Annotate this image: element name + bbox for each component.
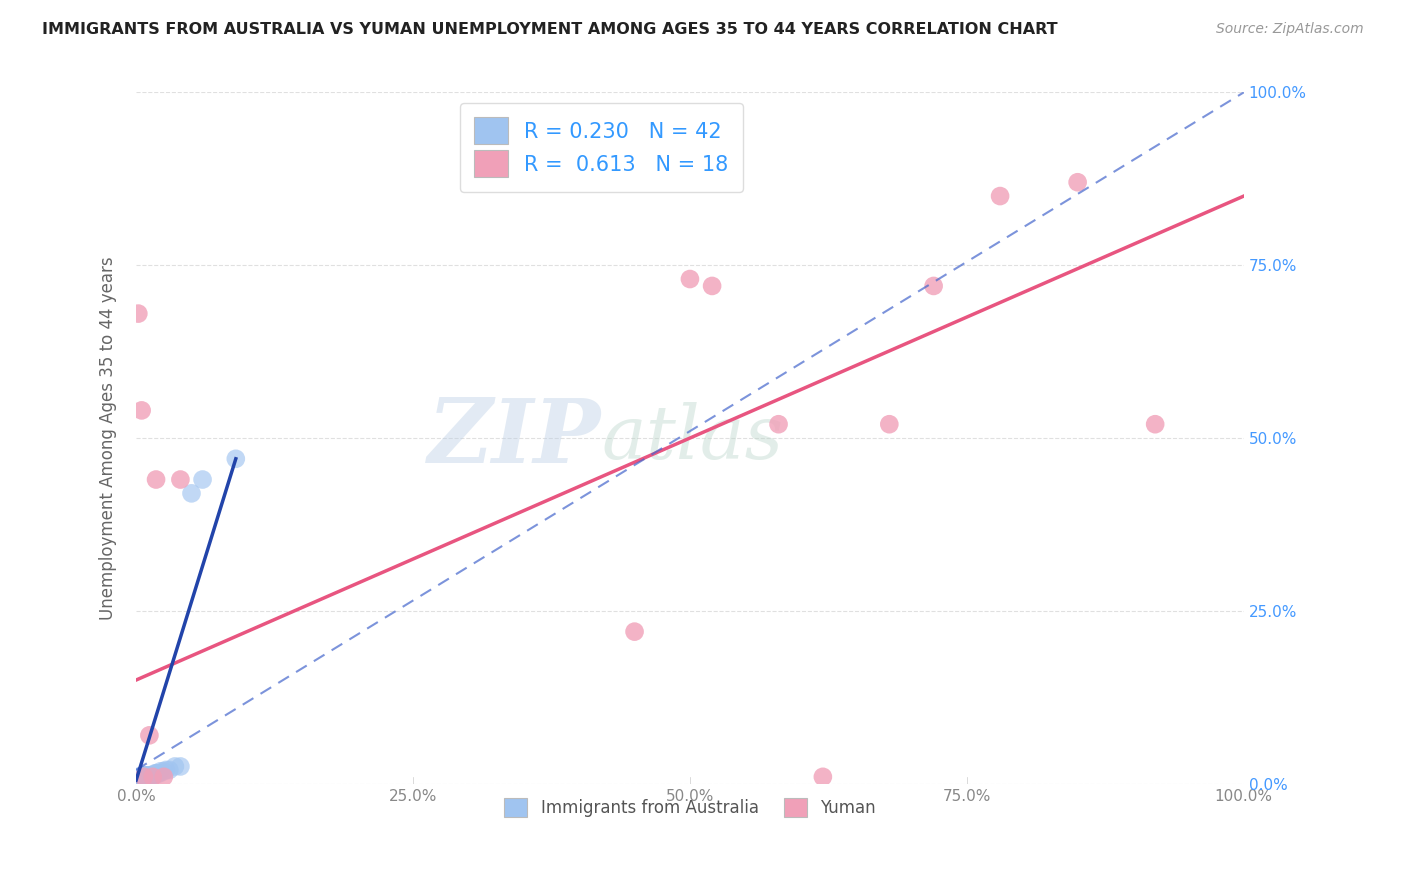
- Point: [132, 770, 155, 784]
- Point: [131, 768, 153, 782]
- Point: [141, 768, 163, 782]
- Text: IMMIGRANTS FROM AUSTRALIA VS YUMAN UNEMPLOYMENT AMONG AGES 35 TO 44 YEARS CORREL: IMMIGRANTS FROM AUSTRALIA VS YUMAN UNEMP…: [42, 22, 1057, 37]
- Point: [127, 773, 149, 788]
- Point: [142, 768, 165, 782]
- Point: [1066, 175, 1088, 189]
- Point: [169, 759, 191, 773]
- Point: [128, 773, 150, 788]
- Point: [132, 768, 155, 782]
- Point: [134, 768, 156, 782]
- Point: [148, 766, 170, 780]
- Point: [879, 417, 901, 432]
- Point: [132, 771, 155, 785]
- Point: [136, 770, 159, 784]
- Point: [811, 770, 834, 784]
- Point: [922, 279, 945, 293]
- Point: [134, 771, 156, 785]
- Point: [180, 486, 202, 500]
- Text: atlas: atlas: [602, 401, 783, 475]
- Point: [143, 766, 166, 780]
- Point: [136, 768, 159, 782]
- Point: [128, 770, 150, 784]
- Text: ZIP: ZIP: [427, 395, 602, 482]
- Point: [135, 768, 157, 782]
- Point: [1144, 417, 1167, 432]
- Point: [146, 766, 169, 780]
- Point: [128, 771, 150, 785]
- Point: [145, 766, 167, 780]
- Point: [700, 279, 723, 293]
- Point: [132, 770, 155, 784]
- Point: [142, 770, 165, 784]
- Point: [163, 759, 186, 773]
- Point: [148, 766, 170, 780]
- Point: [679, 272, 702, 286]
- Point: [129, 770, 152, 784]
- Point: [131, 773, 153, 788]
- Point: [768, 417, 790, 432]
- Point: [153, 770, 176, 784]
- Y-axis label: Unemployment Among Ages 35 to 44 years: Unemployment Among Ages 35 to 44 years: [100, 256, 117, 620]
- Point: [169, 473, 191, 487]
- Point: [191, 473, 214, 487]
- Point: [127, 773, 149, 788]
- Text: Source: ZipAtlas.com: Source: ZipAtlas.com: [1216, 22, 1364, 37]
- Point: [138, 728, 160, 742]
- Point: [145, 473, 167, 487]
- Point: [135, 771, 157, 785]
- Point: [138, 768, 160, 782]
- Point: [225, 451, 247, 466]
- Point: [153, 764, 176, 779]
- Point: [149, 764, 172, 779]
- Point: [127, 771, 149, 785]
- Point: [155, 763, 177, 777]
- Point: [988, 189, 1011, 203]
- Point: [131, 771, 153, 785]
- Point: [127, 307, 149, 321]
- Point: [157, 763, 180, 777]
- Point: [136, 771, 159, 785]
- Point: [142, 768, 165, 782]
- Point: [139, 768, 162, 782]
- Point: [129, 771, 152, 785]
- Legend: Immigrants from Australia, Yuman: Immigrants from Australia, Yuman: [498, 791, 883, 824]
- Point: [623, 624, 645, 639]
- Point: [132, 771, 155, 785]
- Point: [131, 403, 153, 417]
- Point: [129, 773, 152, 788]
